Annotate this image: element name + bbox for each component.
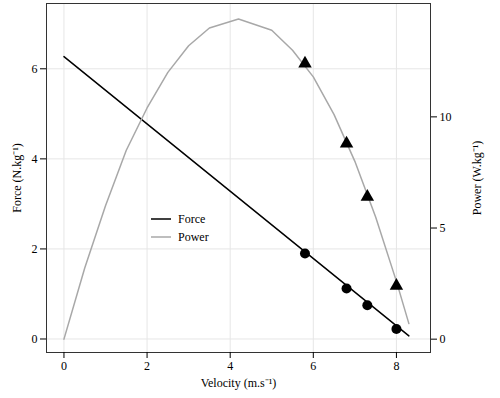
svg-text:4: 4 [32,152,38,166]
svg-text:5: 5 [440,221,446,235]
svg-text:Velocity (m.s⁻¹): Velocity (m.s⁻¹) [201,376,277,390]
svg-text:0: 0 [440,332,446,346]
svg-text:6: 6 [32,62,38,76]
svg-text:Force (N.kg⁻¹): Force (N.kg⁻¹) [10,143,24,213]
svg-text:2: 2 [144,359,150,373]
svg-text:2: 2 [32,242,38,256]
svg-text:Power (W.kg⁻¹): Power (W.kg⁻¹) [470,141,484,215]
svg-text:8: 8 [393,359,399,373]
svg-text:0: 0 [61,359,67,373]
svg-text:6: 6 [310,359,316,373]
svg-text:0: 0 [32,332,38,346]
svg-text:4: 4 [227,359,233,373]
svg-text:10: 10 [440,110,452,124]
html-text:Force: Force [178,211,206,226]
html-text:Power: Power [178,229,209,244]
